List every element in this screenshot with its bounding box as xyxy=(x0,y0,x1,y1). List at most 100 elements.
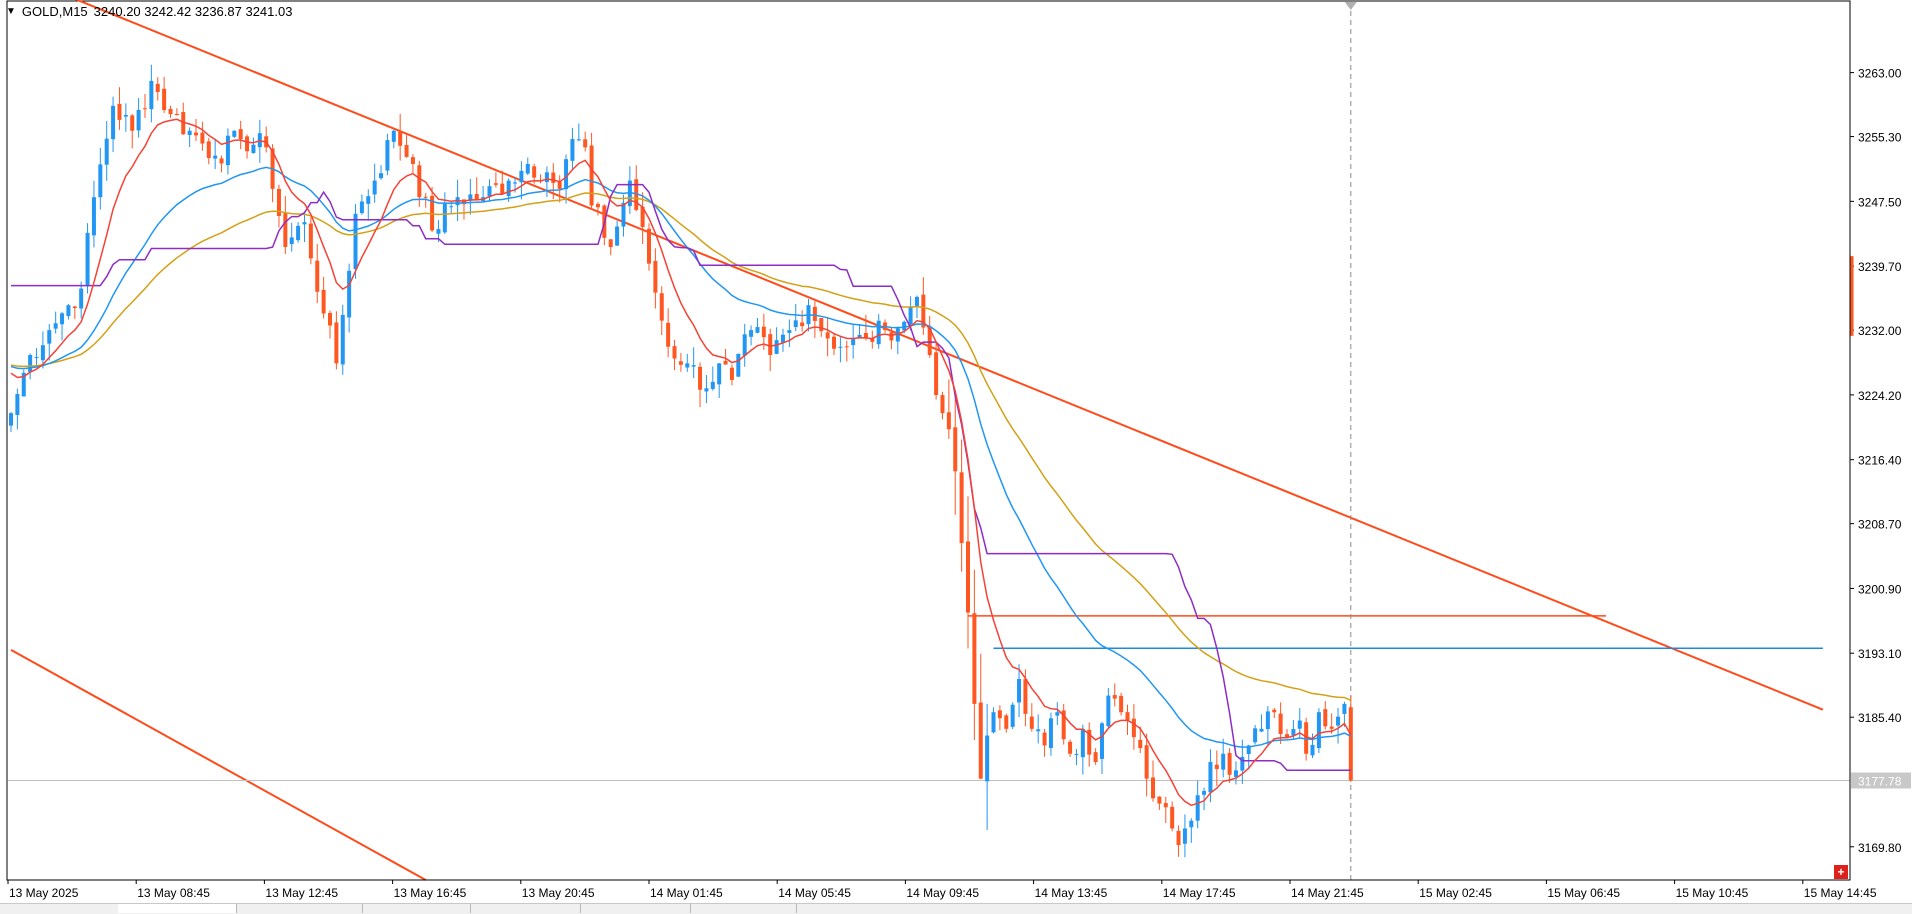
candle-body[interactable] xyxy=(366,196,371,204)
candle-body[interactable] xyxy=(1029,716,1034,729)
candle-body[interactable] xyxy=(487,186,492,197)
candle-body[interactable] xyxy=(506,180,511,197)
candle-body[interactable] xyxy=(985,735,990,782)
candle-body[interactable] xyxy=(1233,770,1238,777)
candle-body[interactable] xyxy=(347,270,352,318)
candle-body[interactable] xyxy=(513,182,518,184)
candle-body[interactable] xyxy=(1093,752,1098,763)
candle-body[interactable] xyxy=(430,195,435,231)
time-shift-marker[interactable] xyxy=(1344,2,1357,10)
candle-body[interactable] xyxy=(978,702,983,779)
candle-body[interactable] xyxy=(340,314,345,365)
candle-body[interactable] xyxy=(946,412,951,430)
candle-body[interactable] xyxy=(966,541,970,613)
candle-body[interactable] xyxy=(870,338,875,342)
candle-body[interactable] xyxy=(532,166,537,178)
candle-body[interactable] xyxy=(47,330,52,344)
candle-body[interactable] xyxy=(111,105,116,140)
ma-fast-line[interactable] xyxy=(10,118,1352,807)
candle-body[interactable] xyxy=(283,213,288,248)
candle-body[interactable] xyxy=(219,158,224,164)
candle-body[interactable] xyxy=(34,356,39,358)
candle-body[interactable] xyxy=(953,427,958,472)
candle-body[interactable] xyxy=(717,363,722,385)
candle-body[interactable] xyxy=(66,305,71,317)
candle-body[interactable] xyxy=(1195,795,1200,821)
candle-body[interactable] xyxy=(1080,728,1085,758)
candle-body[interactable] xyxy=(787,330,792,333)
candle-body[interactable] xyxy=(1131,718,1136,738)
candle-body[interactable] xyxy=(570,139,575,161)
candle-body[interactable] xyxy=(704,388,709,392)
candle-body[interactable] xyxy=(104,138,109,165)
candle-body[interactable] xyxy=(206,141,211,159)
candle-body[interactable] xyxy=(1119,695,1124,713)
candle-body[interactable] xyxy=(940,395,945,414)
candle-body[interactable] xyxy=(289,237,294,245)
candle-body[interactable] xyxy=(576,139,581,141)
candle-body[interactable] xyxy=(334,322,339,364)
candle-body[interactable] xyxy=(519,170,524,183)
candle-body[interactable] xyxy=(902,321,907,331)
ma-slow-line[interactable] xyxy=(10,192,1352,702)
candle-body[interactable] xyxy=(398,131,403,146)
candle-body[interactable] xyxy=(691,365,696,367)
candle-body[interactable] xyxy=(914,296,919,307)
candle-body[interactable] xyxy=(1259,728,1264,732)
candle-body[interactable] xyxy=(474,194,479,200)
candle-body[interactable] xyxy=(659,293,664,321)
tab-2[interactable] xyxy=(118,904,237,913)
candle-body[interactable] xyxy=(60,313,65,325)
candle-body[interactable] xyxy=(296,225,301,241)
candle-body[interactable] xyxy=(1342,703,1347,714)
candle-body[interactable] xyxy=(302,222,307,225)
candle-body[interactable] xyxy=(615,226,620,246)
candle-body[interactable] xyxy=(1087,729,1092,755)
candle-body[interactable] xyxy=(1004,715,1009,729)
candle-body[interactable] xyxy=(187,130,192,136)
candle-body[interactable] xyxy=(825,332,830,339)
candle-body[interactable] xyxy=(79,288,84,309)
candle-body[interactable] xyxy=(379,173,384,179)
candle-body[interactable] xyxy=(1278,713,1283,735)
candle-body[interactable] xyxy=(723,360,728,365)
candle-body[interactable] xyxy=(142,108,147,110)
ma-mid-line[interactable] xyxy=(10,166,1352,748)
candle-body[interactable] xyxy=(1285,734,1289,738)
candle-body[interactable] xyxy=(468,194,473,201)
tab-6[interactable] xyxy=(580,904,691,913)
candle-body[interactable] xyxy=(959,472,964,544)
candle-body[interactable] xyxy=(934,352,939,396)
candle-body[interactable] xyxy=(972,613,977,704)
candle-body[interactable] xyxy=(1099,723,1104,759)
candle-body[interactable] xyxy=(736,353,741,377)
candle-body[interactable] xyxy=(832,336,837,349)
candle-body[interactable] xyxy=(857,334,862,338)
candle-body[interactable] xyxy=(123,114,128,117)
candle-body[interactable] xyxy=(1055,712,1060,716)
candle-body[interactable] xyxy=(780,334,785,343)
candle-body[interactable] xyxy=(672,346,677,359)
candle-body[interactable] xyxy=(589,145,594,206)
candle-body[interactable] xyxy=(385,140,390,171)
candle-body[interactable] xyxy=(1074,753,1079,755)
candle-body[interactable] xyxy=(149,80,154,110)
candle-body[interactable] xyxy=(91,197,96,236)
candle-body[interactable] xyxy=(410,157,415,164)
candle-body[interactable] xyxy=(1017,678,1022,703)
candle-body[interactable] xyxy=(1176,830,1181,846)
candle-body[interactable] xyxy=(1253,728,1258,743)
tab-1[interactable] xyxy=(0,904,119,913)
candle-body[interactable] xyxy=(162,88,167,111)
tab-4[interactable] xyxy=(362,904,471,913)
candle-body[interactable] xyxy=(372,180,377,195)
candle-body[interactable] xyxy=(749,330,754,337)
candle-body[interactable] xyxy=(1336,716,1341,726)
candle-body[interactable] xyxy=(276,188,281,216)
candle-body[interactable] xyxy=(525,163,530,174)
candle-body[interactable] xyxy=(761,326,766,338)
candle-body[interactable] xyxy=(500,183,505,195)
candle-body[interactable] xyxy=(1157,796,1162,804)
candle-body[interactable] xyxy=(174,113,179,116)
tab-7[interactable] xyxy=(690,904,797,913)
